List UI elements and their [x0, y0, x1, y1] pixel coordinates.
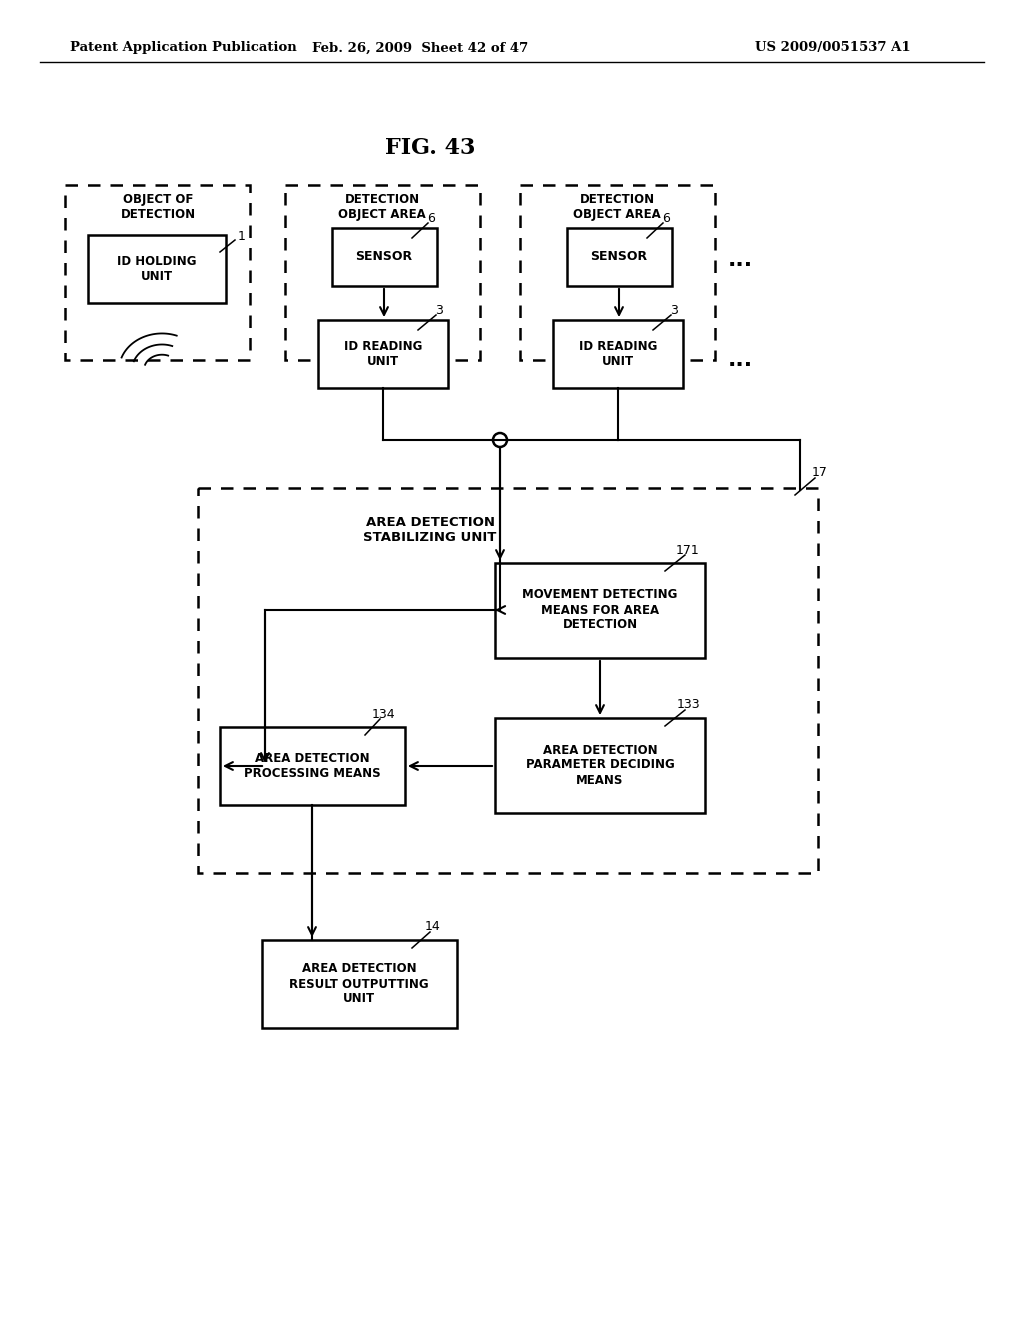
Text: 3: 3	[670, 304, 678, 317]
Bar	[220, 727, 406, 805]
Text: 133: 133	[676, 698, 699, 711]
Bar	[285, 185, 480, 360]
Text: Patent Application Publication: Patent Application Publication	[70, 41, 297, 54]
Text: ID READING
UNIT: ID READING UNIT	[344, 341, 422, 368]
Text: DETECTION
OBJECT AREA: DETECTION OBJECT AREA	[573, 193, 660, 220]
Text: 6: 6	[427, 211, 435, 224]
Text: 14: 14	[425, 920, 441, 933]
Text: US 2009/0051537 A1: US 2009/0051537 A1	[755, 41, 910, 54]
Text: 1: 1	[238, 230, 246, 243]
Text: AREA DETECTION
PARAMETER DECIDING
MEANS: AREA DETECTION PARAMETER DECIDING MEANS	[525, 743, 675, 787]
Text: FIG. 43: FIG. 43	[385, 137, 475, 158]
Text: 17: 17	[812, 466, 828, 479]
Bar	[567, 228, 672, 286]
Bar	[553, 319, 683, 388]
Bar	[520, 185, 715, 360]
Bar	[495, 564, 705, 657]
Text: MOVEMENT DETECTING
MEANS FOR AREA
DETECTION: MOVEMENT DETECTING MEANS FOR AREA DETECT…	[522, 589, 678, 631]
Text: 6: 6	[663, 211, 670, 224]
Text: OBJECT OF
DETECTION: OBJECT OF DETECTION	[121, 193, 196, 220]
Text: ...: ...	[727, 350, 753, 370]
Bar	[88, 235, 226, 304]
Bar	[495, 718, 705, 813]
Text: 3: 3	[435, 304, 443, 317]
Text: AREA DETECTION
PROCESSING MEANS: AREA DETECTION PROCESSING MEANS	[244, 752, 380, 780]
Text: 171: 171	[676, 544, 699, 557]
Text: ID HOLDING
UNIT: ID HOLDING UNIT	[118, 255, 197, 282]
Text: SENSOR: SENSOR	[355, 251, 413, 264]
Text: AREA DETECTION
STABILIZING UNIT: AREA DETECTION STABILIZING UNIT	[364, 516, 497, 544]
Text: DETECTION
OBJECT AREA: DETECTION OBJECT AREA	[338, 193, 426, 220]
Bar	[332, 228, 437, 286]
Text: SENSOR: SENSOR	[591, 251, 647, 264]
Bar	[262, 940, 457, 1028]
Bar	[318, 319, 449, 388]
Bar	[198, 488, 818, 873]
Text: AREA DETECTION
RESULT OUTPUTTING
UNIT: AREA DETECTION RESULT OUTPUTTING UNIT	[289, 962, 429, 1006]
Text: ID READING
UNIT: ID READING UNIT	[579, 341, 657, 368]
Text: 134: 134	[371, 708, 395, 721]
Text: Feb. 26, 2009  Sheet 42 of 47: Feb. 26, 2009 Sheet 42 of 47	[312, 41, 528, 54]
Bar	[65, 185, 250, 360]
Text: ...: ...	[727, 249, 753, 271]
